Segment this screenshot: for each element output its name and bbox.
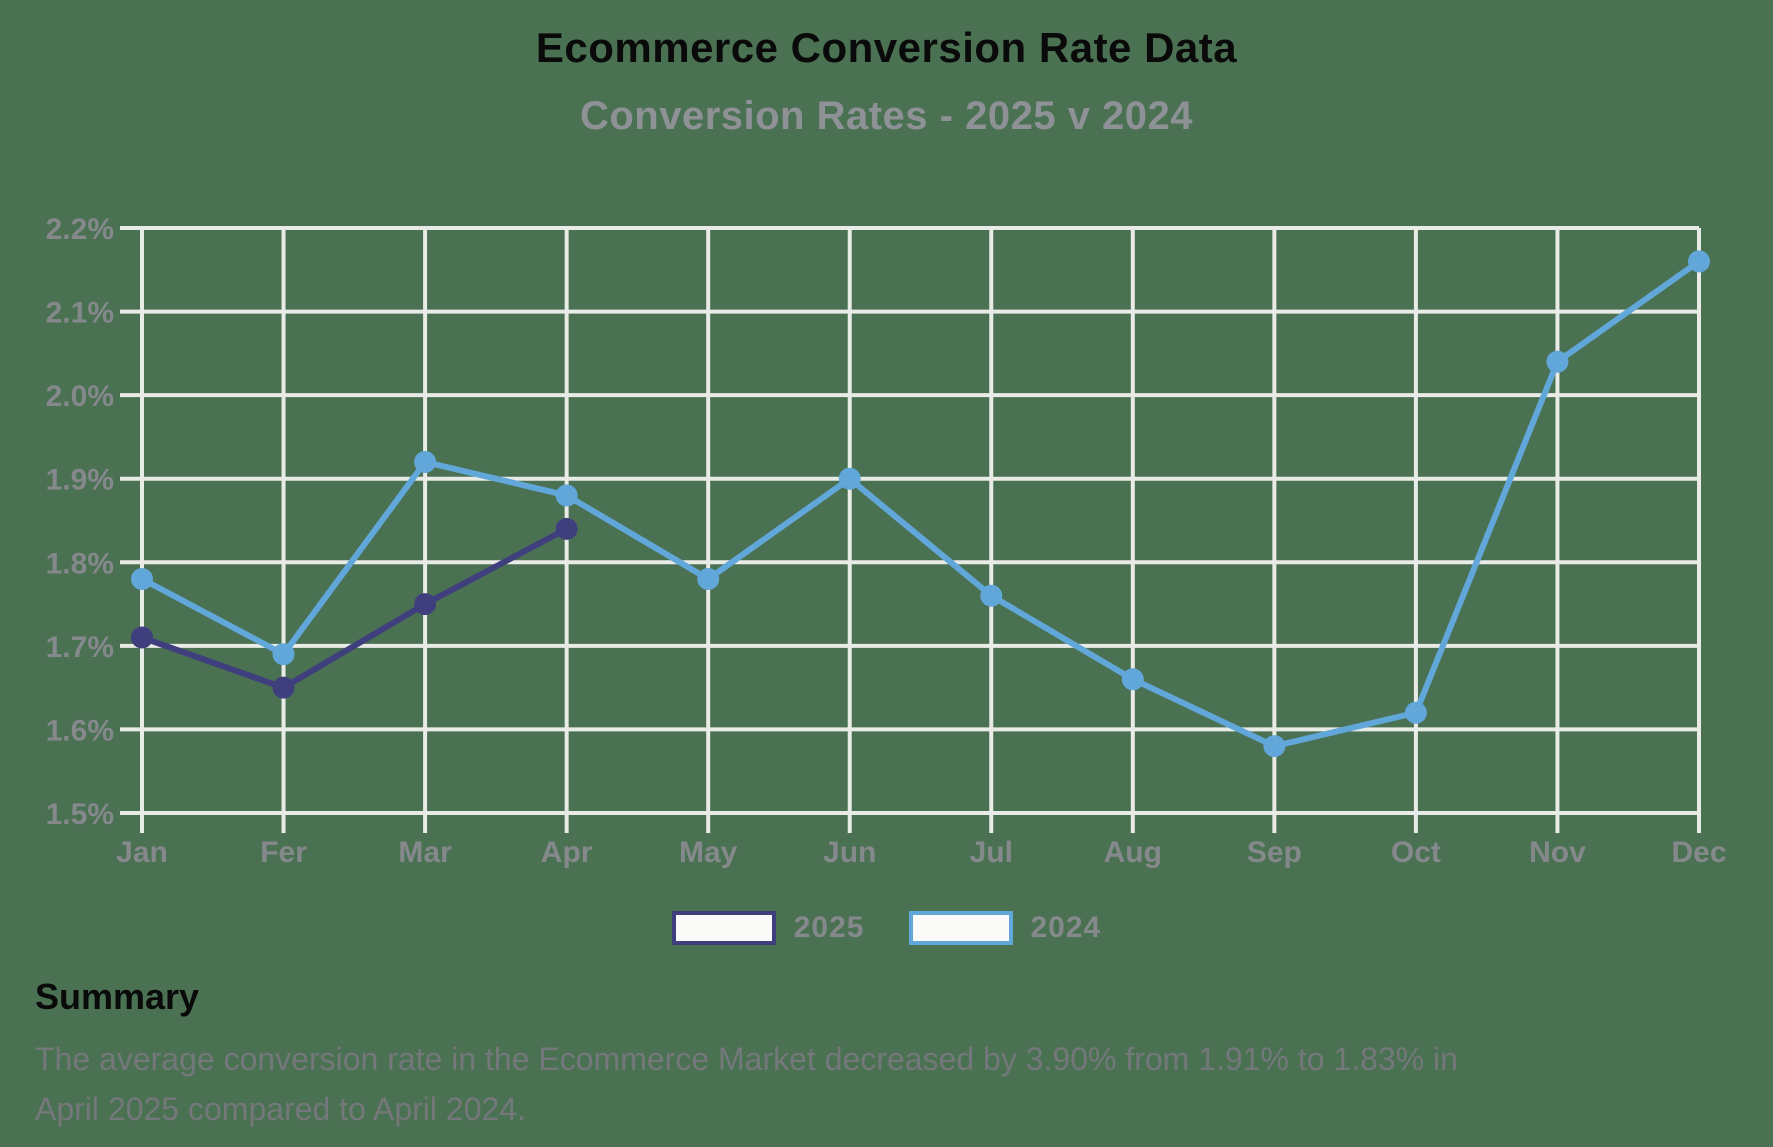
x-tick-label: Fer	[260, 836, 307, 869]
x-tick-label: Oct	[1391, 836, 1441, 869]
legend-item-2025: 2025	[671, 911, 865, 945]
data-point-2024-Apr	[555, 484, 578, 507]
legend-label-2025: 2025	[793, 911, 865, 944]
y-tick-label: 2.1%	[46, 297, 114, 330]
legend-item-2024: 2024	[908, 911, 1102, 945]
data-point-2025-Jan	[131, 626, 153, 649]
x-tick-label: Mar	[398, 836, 452, 869]
data-point-2024-Jul	[980, 584, 1003, 607]
data-point-2024-Nov	[1546, 350, 1569, 373]
x-tick-label: Apr	[541, 836, 593, 869]
x-tick-label: Sep	[1247, 836, 1302, 869]
data-point-2024-May	[697, 568, 720, 590]
data-point-2024-Sep	[1263, 735, 1286, 758]
conversion-rate-line-chart: 2.2% 2.1% 2.0% 1.9% 1.8% 1.7% 1.6% 1.5%Jan Fer Ma…	[46, 213, 1727, 869]
data-point-2025-Mar	[414, 593, 437, 616]
data-point-2024-Oct	[1404, 701, 1427, 724]
legend-swatch-2025	[671, 911, 776, 945]
y-tick-label: 1.8%	[46, 547, 114, 580]
x-tick-label: Aug	[1104, 836, 1162, 869]
chart-subtitle: Conversion Rates - 2025 v 2024	[579, 94, 1194, 138]
summary-heading: Summary	[35, 976, 200, 1017]
y-tick-label: 2.0%	[46, 380, 114, 413]
x-tick-label: Jul	[970, 836, 1013, 869]
y-tick-label: 2.2%	[46, 213, 114, 246]
y-tick-label: 1.9%	[46, 464, 114, 497]
data-point-2024-Fer	[272, 643, 295, 666]
y-tick-label: 1.6%	[46, 714, 114, 747]
x-tick-label: Jan	[116, 836, 168, 869]
data-point-2024-Mar	[414, 451, 437, 473]
summary-body-text: The average conversion rate in the Ecomm…	[35, 1041, 1458, 1127]
data-point-2025-Fer	[272, 676, 295, 699]
data-point-2024-Jun	[838, 467, 861, 490]
x-tick-label: Nov	[1529, 836, 1586, 869]
legend-label-2024: 2024	[1030, 911, 1102, 944]
data-point-2024-Aug	[1121, 668, 1144, 691]
data-point-2024-Dec	[1688, 250, 1710, 273]
x-tick-label: Dec	[1671, 836, 1726, 869]
page-title: Ecommerce Conversion Rate Data	[535, 24, 1238, 71]
x-tick-label: May	[679, 836, 738, 869]
summary-section: Summary The average conversion rate in t…	[35, 976, 1505, 1134]
x-tick-label: Jun	[823, 836, 876, 869]
series-line-2024	[139, 258, 1702, 750]
legend-swatch-2024	[908, 911, 1013, 945]
chart-legend: 2025 2024	[0, 906, 1773, 950]
y-tick-label: 1.7%	[46, 631, 114, 664]
y-tick-label: 1.5%	[46, 798, 114, 831]
data-point-2024-Jan	[131, 568, 153, 590]
data-point-2025-Apr	[555, 517, 578, 540]
series-line-2025	[139, 525, 570, 691]
